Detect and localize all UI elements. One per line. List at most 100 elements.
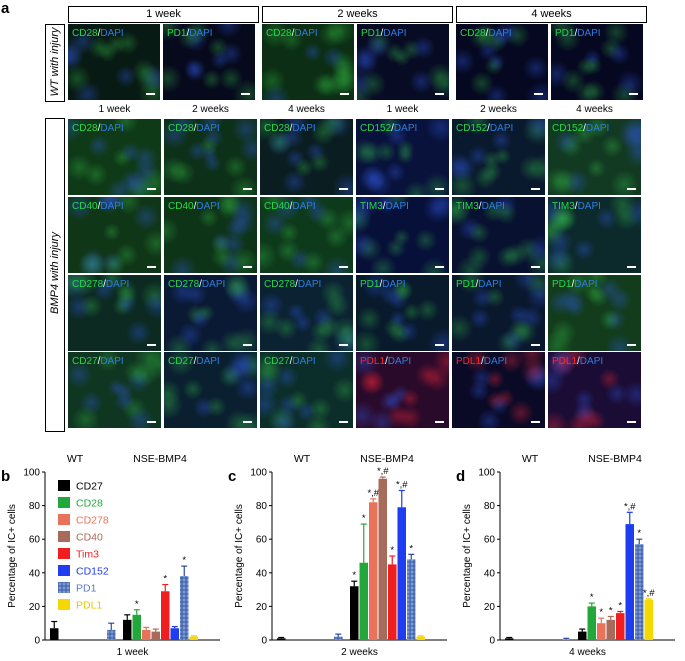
stain-separator: / — [379, 279, 383, 290]
bar — [616, 613, 625, 640]
tile-stain-label: CD40/DAPI — [72, 201, 124, 212]
bar — [132, 614, 141, 640]
scale-bar — [435, 266, 444, 268]
marker-name: PDL1 — [552, 356, 578, 367]
y-tick-label: 100 — [250, 468, 267, 479]
counterstain-name: DAPI — [387, 356, 412, 367]
significance-mark: *,# — [624, 501, 636, 512]
tile-stain-label: PD1/DAPI — [361, 28, 407, 39]
panel-letter-a: a — [1, 0, 10, 17]
y-tick-label: 40 — [256, 568, 268, 579]
stain-separator: / — [385, 356, 388, 367]
scale-bar — [435, 93, 444, 95]
bmp4-column-header: 1 week — [386, 104, 419, 115]
stain-separator: / — [380, 28, 384, 39]
significance-mark: *,# — [367, 488, 379, 499]
bar — [142, 629, 151, 640]
micrograph-tile: PD1/DAPI — [452, 275, 545, 351]
counterstain-name: DAPI — [489, 123, 514, 134]
marker-name: CD40 — [72, 201, 98, 212]
bar — [505, 638, 514, 640]
scale-bar — [531, 188, 540, 190]
tile-stain-label: PDL1/DAPI — [360, 356, 411, 367]
counterstain-name: DAPI — [189, 28, 213, 39]
bmp4-column-header: 4 weeks — [576, 104, 613, 115]
marker-name: CD27 — [264, 356, 290, 367]
bar — [597, 623, 606, 640]
y-tick-label: 0 — [261, 636, 267, 647]
legend-swatch — [58, 497, 70, 508]
counterstain-name: DAPI — [100, 356, 124, 367]
micrograph-tile: PD1/DAPI — [356, 275, 449, 351]
legend-label: CD152 — [76, 566, 109, 578]
tile-stain-label: CD27/DAPI — [168, 356, 220, 367]
scale-bar — [531, 266, 540, 268]
marker-name: PD1 — [555, 28, 575, 39]
marker-name: CD152 — [552, 123, 584, 134]
x-axis-label: 1 week — [117, 647, 150, 658]
micrograph-tile: CD27/DAPI — [260, 352, 353, 428]
scale-bar — [339, 266, 348, 268]
bar — [277, 638, 286, 640]
scale-bar — [146, 93, 155, 95]
bar — [123, 619, 132, 640]
bar — [388, 564, 397, 640]
tile-stain-label: CD28/DAPI — [266, 28, 318, 39]
legend-swatch — [58, 548, 70, 559]
panel-letter-b: b — [1, 468, 11, 485]
x-axis-label: 4 weeks — [569, 647, 606, 658]
micrograph-tile: CD27/DAPI — [68, 352, 161, 428]
significance-mark: * — [609, 605, 613, 616]
stain-separator: / — [97, 123, 101, 134]
stain-separator: / — [186, 28, 190, 39]
tile-stain-label: TIM3/DAPI — [456, 201, 505, 212]
group-label: WT — [522, 453, 539, 465]
marker-name: CD278 — [168, 279, 200, 290]
micrograph-tile: CD40/DAPI — [260, 197, 353, 273]
wt-side-label: WT with injury — [49, 27, 61, 97]
marker-name: PD1 — [361, 28, 381, 39]
scale-bar — [339, 188, 348, 190]
marker-name: CD28 — [460, 28, 486, 39]
scale-bar — [435, 421, 444, 423]
bar — [578, 631, 587, 640]
scale-bar — [147, 421, 156, 423]
group-label: NSE-BMP4 — [133, 453, 187, 465]
wt-side-box: WT with injury — [45, 24, 65, 102]
legend-label: PD1 — [76, 583, 97, 595]
counterstain-name: DAPI — [478, 279, 502, 290]
significance-mark: * — [390, 545, 394, 556]
tile-stain-label: PD1/DAPI — [555, 28, 601, 39]
scale-bar — [243, 421, 252, 423]
counterstain-name: DAPI — [579, 356, 604, 367]
stain-separator: / — [97, 356, 101, 367]
significance-mark: * — [618, 600, 622, 611]
significance-mark: * — [163, 574, 167, 585]
micrograph-tile: PD1/DAPI — [548, 275, 641, 351]
micrograph-tile: TIM3/DAPI — [548, 197, 641, 273]
counterstain-name: DAPI — [196, 201, 220, 212]
y-tick-label: 80 — [484, 501, 496, 512]
y-tick-label: 60 — [484, 535, 496, 546]
wt-header-3: 4 weeks — [456, 6, 647, 23]
bmp4-column-header: 1 week — [98, 104, 131, 115]
stain-separator: / — [289, 356, 293, 367]
scale-bar — [627, 266, 636, 268]
bar — [587, 606, 596, 640]
y-tick-label: 40 — [484, 568, 496, 579]
legend-label: CD278 — [76, 515, 109, 527]
bar — [369, 502, 378, 640]
legend-label: CD40 — [76, 532, 103, 544]
bar — [151, 631, 160, 640]
micrograph-tile: CD28/DAPI — [68, 24, 160, 100]
significance-mark: * — [599, 607, 603, 618]
stain-separator: / — [199, 279, 202, 290]
counterstain-name: DAPI — [585, 123, 610, 134]
legend-swatch — [58, 599, 70, 610]
marker-name: CD27 — [168, 356, 194, 367]
group-label: WT — [67, 453, 84, 465]
y-tick-label: 100 — [23, 468, 40, 479]
marker-name: TIM3 — [456, 201, 479, 212]
y-axis-label: Percentage of IC+ cells — [462, 504, 473, 608]
y-tick-label: 60 — [29, 535, 41, 546]
